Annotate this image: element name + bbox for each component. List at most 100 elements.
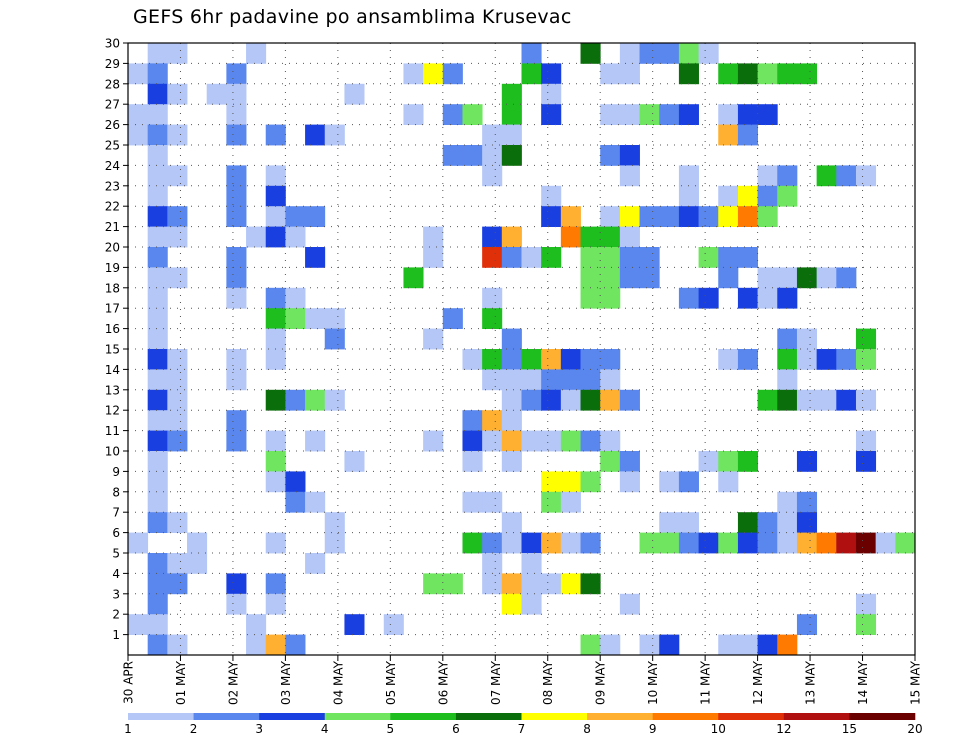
heatmap-cell [128,104,149,125]
heatmap-cell [580,287,601,309]
x-tick-label: 06 MAY [436,660,450,705]
heatmap-cell [147,206,168,227]
heatmap-cell [737,532,758,554]
heatmap-cell [423,247,444,268]
heatmap-cell [600,287,621,309]
heatmap-cell [226,185,247,207]
heatmap-cell [541,185,562,207]
heatmap-cell [580,634,601,656]
colorbar-label: 10 [711,722,726,736]
heatmap-cell [482,573,503,595]
x-tick-label: 08 MAY [541,660,555,705]
heatmap-cell [521,532,542,554]
x-tick-label: 12 MAY [751,660,765,705]
heatmap-cell [147,83,168,105]
heatmap-cell [147,145,168,166]
heatmap-cell [442,308,463,329]
heatmap-cell [226,247,247,268]
heatmap-cell [659,471,680,493]
heatmap-cell [226,206,247,227]
heatmap-cell [462,451,483,472]
heatmap-cell [423,430,444,452]
heatmap-cell [167,43,188,64]
heatmap-cell [226,369,247,391]
heatmap-cell [246,634,267,656]
x-tick-label: 14 MAY [856,660,870,705]
heatmap-cell [482,430,503,452]
heatmap-cell [147,573,168,595]
heatmap-cell [305,247,326,268]
y-tick-label: 30 [105,37,120,51]
heatmap-cell [147,124,168,146]
heatmap-cell [816,349,837,370]
heatmap-cell [265,308,286,329]
y-tick-label: 1 [112,628,120,642]
heatmap-cell [777,369,798,391]
y-tick-label: 28 [105,77,120,91]
heatmap-cell [226,287,247,309]
heatmap-cell [501,104,522,125]
y-tick-label: 4 [112,567,120,581]
heatmap-cell [698,43,719,64]
heatmap-cell [560,389,581,411]
heatmap-cell [639,634,660,656]
heatmap-cell [501,410,522,431]
heatmap-cell [482,308,503,329]
y-tick-label: 21 [105,220,120,234]
y-tick-label: 27 [105,98,120,112]
heatmap-cell [796,267,818,289]
heatmap-cell [167,165,188,187]
heatmap-cell [147,63,168,85]
heatmap-cell [600,226,621,248]
colorbar-swatch [193,713,260,720]
y-axis: 1234567891011121314151617181920212223242… [105,37,128,642]
heatmap-cell [442,145,463,166]
heatmap-cell [206,83,227,105]
heatmap-cell [147,185,168,207]
heatmap-cell [462,410,483,431]
heatmap-cell [777,491,798,513]
heatmap-cell [580,267,601,289]
heatmap-cell [246,614,267,635]
heatmap-cell [324,389,345,411]
heatmap-cell [541,430,562,452]
y-tick-label: 18 [105,281,120,295]
heatmap-cell [619,165,640,187]
heatmap-cell [147,471,168,493]
heatmap-cell [265,226,286,248]
x-tick-label: 10 MAY [646,660,660,705]
heatmap-cell [147,104,168,125]
heatmap-cell [541,104,562,125]
heatmap-cell [265,593,286,615]
colorbar-label: 20 [907,722,922,736]
heatmap-cell [423,573,444,595]
heatmap-cell [580,247,601,268]
heatmap-cell [226,165,247,187]
heatmap-cell [600,104,621,125]
heatmap-cell [403,104,424,125]
heatmap-cell [600,634,621,656]
heatmap-cell [659,206,680,227]
colorbar-label: 2 [190,722,198,736]
colorbar-label: 9 [649,722,657,736]
heatmap-cell [816,389,837,411]
heatmap-cell [836,267,857,289]
y-tick-label: 11 [105,424,120,438]
heatmap-cell [344,614,365,635]
heatmap-cell [698,532,719,554]
heatmap-cell [777,63,798,85]
colorbar-swatch [390,713,457,720]
heatmap-cell [541,573,562,595]
heatmap-cell [777,389,798,411]
heatmap-cell [619,104,640,125]
heatmap-cell [600,267,621,289]
heatmap-cells [128,43,916,656]
heatmap-cell [600,349,621,370]
heatmap-cell [718,634,739,656]
x-tick-label: 11 MAY [699,660,713,705]
heatmap-cell [560,369,581,391]
heatmap-cell [167,349,188,370]
heatmap-cell [777,512,798,533]
heatmap-cell [541,83,562,105]
